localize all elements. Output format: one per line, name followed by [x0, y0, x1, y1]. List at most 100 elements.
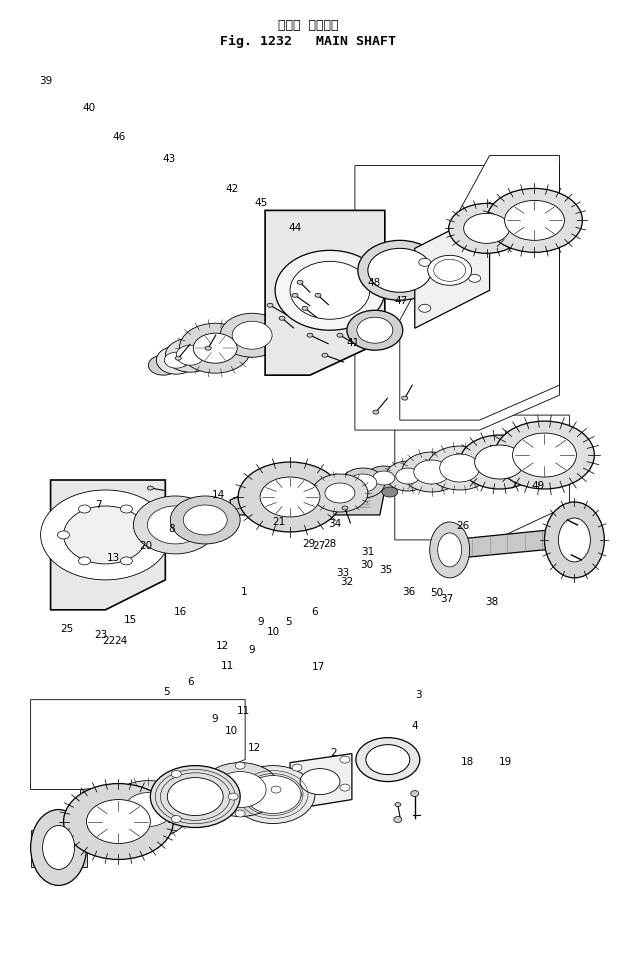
Text: 27: 27 [312, 541, 326, 551]
Ellipse shape [245, 775, 301, 813]
Text: 44: 44 [288, 222, 302, 233]
Ellipse shape [120, 557, 133, 565]
Text: 48: 48 [368, 278, 381, 288]
Text: 24: 24 [114, 637, 127, 646]
Text: メイン  シャフト: メイン シャフト [278, 19, 338, 31]
Text: 32: 32 [340, 577, 354, 587]
Ellipse shape [365, 474, 383, 486]
Ellipse shape [260, 477, 320, 517]
Ellipse shape [235, 810, 245, 817]
Ellipse shape [340, 784, 350, 791]
Ellipse shape [180, 324, 251, 373]
Ellipse shape [172, 770, 181, 778]
Ellipse shape [57, 531, 70, 539]
Ellipse shape [148, 355, 178, 375]
Ellipse shape [31, 809, 86, 885]
Polygon shape [230, 470, 385, 515]
Ellipse shape [368, 249, 432, 292]
Text: 18: 18 [461, 757, 474, 767]
Ellipse shape [463, 214, 510, 244]
Polygon shape [51, 480, 165, 609]
Ellipse shape [440, 454, 479, 482]
Ellipse shape [373, 471, 395, 485]
Text: Fig. 1232   MAIN SHAFT: Fig. 1232 MAIN SHAFT [220, 35, 396, 48]
Ellipse shape [292, 764, 302, 771]
Text: 12: 12 [216, 642, 229, 651]
Ellipse shape [558, 518, 590, 562]
Ellipse shape [325, 483, 355, 503]
Text: 8: 8 [168, 525, 175, 534]
Text: 38: 38 [485, 598, 498, 607]
Ellipse shape [193, 333, 237, 363]
Ellipse shape [359, 470, 389, 490]
Ellipse shape [322, 353, 328, 357]
Text: 23: 23 [94, 631, 107, 641]
Ellipse shape [78, 557, 91, 565]
Ellipse shape [232, 321, 272, 349]
Text: 4: 4 [411, 722, 418, 731]
Ellipse shape [279, 316, 285, 320]
Text: 9: 9 [249, 645, 255, 655]
Ellipse shape [347, 310, 403, 350]
Polygon shape [31, 700, 245, 790]
Text: 6: 6 [187, 678, 194, 687]
Ellipse shape [402, 452, 462, 492]
Ellipse shape [341, 468, 385, 498]
Text: 39: 39 [39, 75, 52, 86]
Text: 15: 15 [123, 615, 136, 625]
Text: 14: 14 [212, 490, 225, 500]
Polygon shape [290, 754, 352, 809]
Text: 11: 11 [221, 661, 234, 671]
Ellipse shape [395, 802, 401, 806]
Ellipse shape [78, 505, 91, 513]
Ellipse shape [414, 460, 450, 484]
Ellipse shape [419, 304, 431, 312]
Ellipse shape [235, 762, 245, 769]
Text: 22: 22 [102, 637, 115, 646]
Text: 7: 7 [94, 500, 101, 510]
Text: 9: 9 [211, 715, 218, 724]
Polygon shape [265, 211, 385, 375]
Ellipse shape [356, 738, 420, 782]
Ellipse shape [322, 485, 338, 495]
Ellipse shape [147, 506, 203, 544]
Ellipse shape [300, 768, 340, 795]
Ellipse shape [505, 201, 565, 241]
Polygon shape [31, 830, 86, 868]
Ellipse shape [201, 762, 280, 816]
Ellipse shape [429, 522, 470, 578]
Ellipse shape [147, 486, 154, 490]
Ellipse shape [164, 352, 188, 369]
Ellipse shape [165, 338, 215, 372]
Ellipse shape [382, 487, 398, 497]
Text: 36: 36 [402, 587, 415, 597]
Text: 31: 31 [361, 547, 375, 557]
Ellipse shape [495, 421, 594, 489]
Ellipse shape [437, 533, 462, 566]
Ellipse shape [302, 306, 308, 310]
Ellipse shape [238, 462, 342, 532]
Ellipse shape [349, 474, 377, 492]
Text: 28: 28 [323, 539, 336, 549]
Text: 11: 11 [237, 707, 251, 717]
Text: 2: 2 [330, 748, 336, 759]
Text: 45: 45 [254, 198, 268, 209]
Ellipse shape [332, 474, 368, 498]
Ellipse shape [449, 204, 524, 254]
Ellipse shape [133, 496, 217, 554]
Ellipse shape [199, 786, 209, 793]
Ellipse shape [275, 251, 385, 331]
Ellipse shape [43, 826, 75, 870]
Ellipse shape [366, 745, 410, 774]
Ellipse shape [292, 293, 298, 297]
Ellipse shape [487, 188, 582, 253]
Ellipse shape [297, 487, 317, 501]
Ellipse shape [427, 446, 492, 490]
Text: 30: 30 [360, 561, 373, 570]
Ellipse shape [434, 259, 466, 282]
Ellipse shape [357, 317, 393, 343]
Text: 42: 42 [226, 183, 239, 194]
Ellipse shape [156, 346, 196, 374]
Text: 5: 5 [286, 617, 292, 627]
Text: 43: 43 [162, 154, 175, 165]
